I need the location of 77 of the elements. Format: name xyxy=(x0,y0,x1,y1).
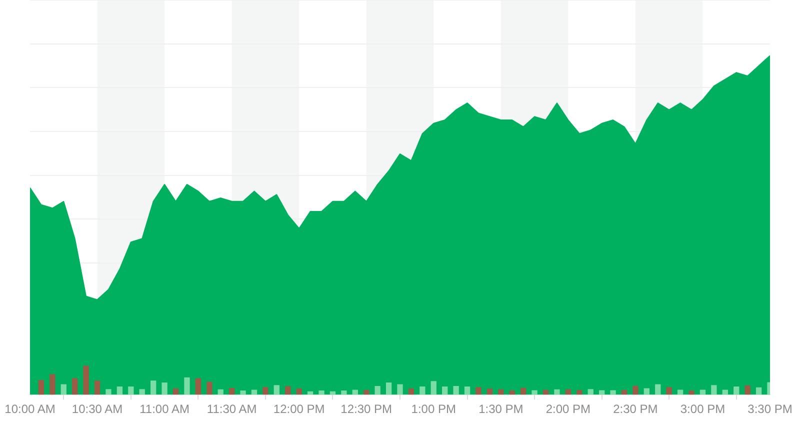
bar xyxy=(744,385,750,395)
x-tick-label: 12:00 PM xyxy=(273,402,325,416)
bar xyxy=(734,386,740,395)
bar xyxy=(262,387,268,395)
bar xyxy=(711,385,717,395)
bar xyxy=(520,388,526,395)
bar xyxy=(50,374,56,395)
bar xyxy=(38,380,44,395)
bar xyxy=(352,390,358,395)
bar xyxy=(430,381,436,395)
bar xyxy=(106,389,112,395)
bar xyxy=(576,390,582,395)
x-tick-label: 12:30 PM xyxy=(340,402,392,416)
x-tick-label: 2:30 PM xyxy=(613,402,658,416)
bar xyxy=(486,388,493,395)
bar xyxy=(453,386,459,395)
bar xyxy=(621,390,628,395)
bar xyxy=(307,391,314,395)
bar xyxy=(655,384,661,395)
bar xyxy=(688,390,694,395)
bar xyxy=(150,380,156,395)
x-tick-label: 1:00 PM xyxy=(411,402,456,416)
bar xyxy=(296,388,302,395)
bar xyxy=(442,386,448,395)
bar xyxy=(341,390,347,395)
bar xyxy=(588,389,594,395)
bar xyxy=(206,382,212,395)
bar xyxy=(542,390,549,395)
bar xyxy=(722,390,728,395)
bar xyxy=(285,386,291,395)
bar xyxy=(330,391,336,395)
x-tick-label: 11:30 AM xyxy=(206,402,257,416)
bar xyxy=(72,378,78,395)
bar xyxy=(464,386,470,395)
bar xyxy=(274,385,280,395)
bar xyxy=(644,388,650,395)
bar xyxy=(184,377,190,395)
x-tick-label: 1:30 PM xyxy=(478,402,524,416)
bar xyxy=(251,390,258,395)
bar xyxy=(397,384,403,395)
bar xyxy=(83,366,89,395)
x-tick-label: 3:00 PM xyxy=(680,402,726,416)
bar xyxy=(677,390,684,395)
bar xyxy=(598,390,605,395)
bar xyxy=(554,389,560,395)
bar xyxy=(364,390,370,395)
bar xyxy=(666,387,672,395)
bar xyxy=(116,386,123,395)
bar xyxy=(420,386,426,395)
bar xyxy=(228,388,235,395)
bar xyxy=(565,389,572,395)
bar xyxy=(386,382,392,395)
bar xyxy=(162,382,168,395)
x-tick-label: 11:00 AM xyxy=(140,402,190,416)
bar xyxy=(700,390,706,395)
bar xyxy=(532,390,538,395)
x-tick-label: 3:30 PM xyxy=(748,402,792,416)
bar xyxy=(374,386,380,395)
x-tick-label: 10:30 AM xyxy=(72,402,123,416)
bar xyxy=(240,390,246,395)
bar xyxy=(172,388,179,395)
bar xyxy=(509,390,515,395)
x-tick-label: 2:00 PM xyxy=(546,402,591,416)
bar xyxy=(610,390,616,395)
bar xyxy=(94,380,100,395)
bar xyxy=(756,387,762,395)
bar xyxy=(476,387,482,395)
bar xyxy=(218,389,224,395)
bar xyxy=(318,390,324,395)
bar xyxy=(498,389,504,395)
x-tick-label: 10:00 AM xyxy=(4,402,56,416)
bar xyxy=(195,378,202,395)
bar xyxy=(408,388,414,395)
bar xyxy=(60,384,66,395)
bar xyxy=(632,386,638,395)
bar xyxy=(128,386,134,395)
bar xyxy=(139,389,145,395)
